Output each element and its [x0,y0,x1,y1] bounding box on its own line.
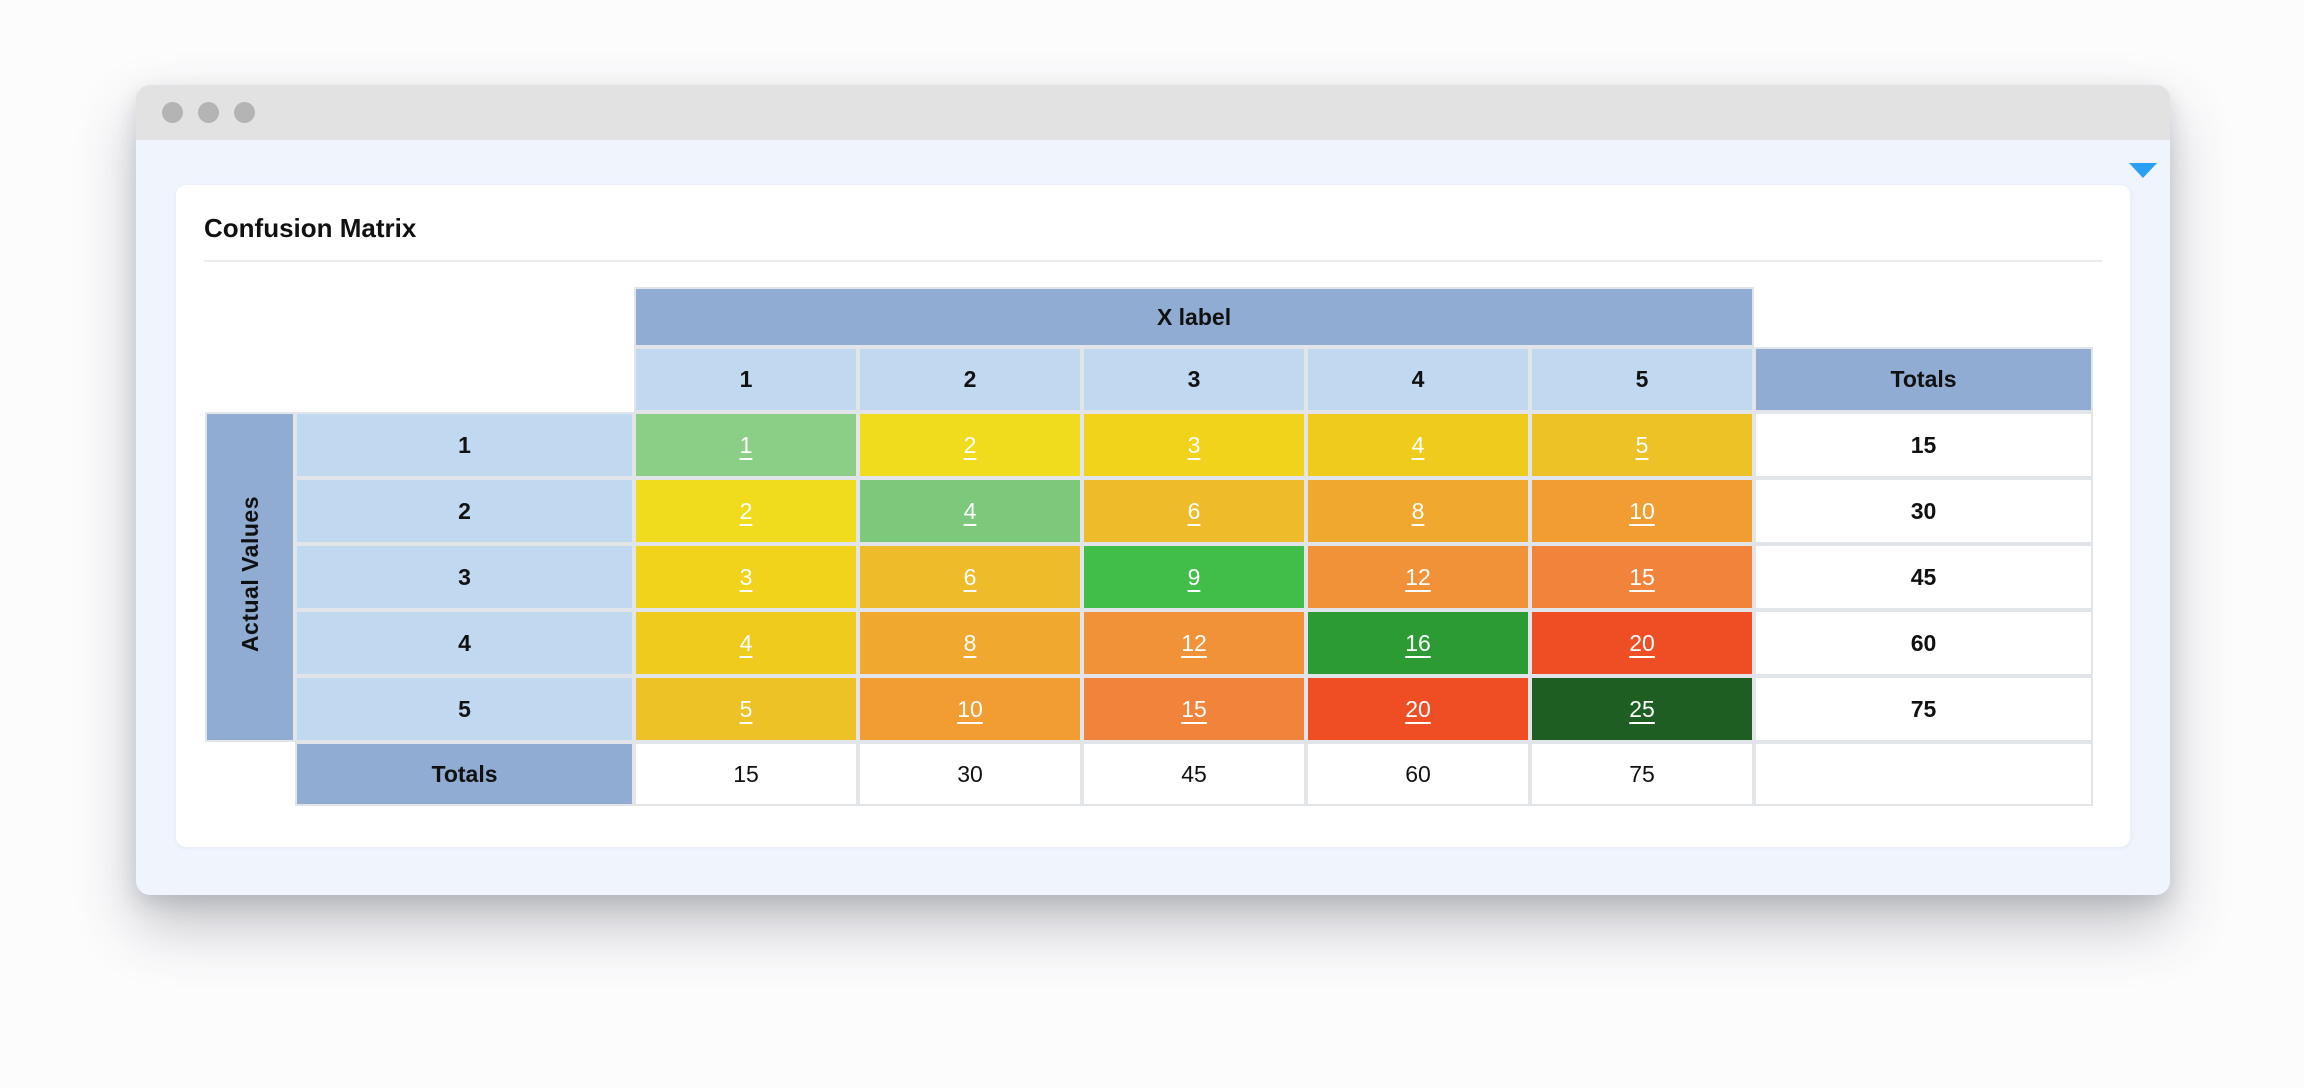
matrix-cell[interactable]: 6 [1082,478,1306,544]
matrix-row: 5 5 10 15 20 25 75 [205,676,2094,742]
row-total: 15 [1754,412,2094,478]
matrix-cell-link[interactable]: 8 [963,629,977,656]
col-header-2: 2 [858,347,1082,412]
matrix-cell[interactable]: 10 [858,676,1082,742]
grand-total-cell [1754,742,2094,806]
corner-blank [205,742,295,806]
corner-blank [205,347,634,412]
col-total: 75 [1530,742,1755,806]
collapse-caret-icon[interactable] [2129,163,2157,178]
matrix-cell-link[interactable]: 12 [1181,629,1207,656]
matrix-cell-link[interactable]: 4 [1411,431,1425,458]
matrix-cell-link[interactable]: 6 [963,563,977,590]
row-total: 30 [1754,478,2094,544]
matrix-cell-link[interactable]: 3 [1187,431,1201,458]
matrix-cell[interactable]: 8 [1306,478,1530,544]
matrix-cell[interactable]: 5 [1530,412,1755,478]
col-total: 15 [634,742,858,806]
matrix-cell-link[interactable]: 2 [963,431,977,458]
matrix-cell-link[interactable]: 5 [1635,431,1649,458]
matrix-cell[interactable]: 2 [634,478,858,544]
y-axis-label-text: Actual Values [236,495,263,653]
matrix-cell[interactable]: 12 [1082,610,1306,676]
matrix-cell[interactable]: 20 [1530,610,1755,676]
matrix-cell[interactable]: 16 [1306,610,1530,676]
window-control-dot [162,102,183,123]
matrix-cell-link[interactable]: 3 [739,563,753,590]
matrix-cell-link[interactable]: 4 [963,497,977,524]
matrix-cell-link[interactable]: 10 [1629,497,1655,524]
matrix-row: 4 4 8 12 16 20 60 [205,610,2094,676]
matrix-cell[interactable]: 4 [634,610,858,676]
matrix-cell-link[interactable]: 4 [739,629,753,656]
matrix-cell-link[interactable]: 20 [1629,629,1655,656]
matrix-cell-link[interactable]: 6 [1187,497,1201,524]
col-header-5: 5 [1530,347,1755,412]
x-label-row: X label [205,287,2093,347]
matrix-cell[interactable]: 6 [858,544,1082,610]
matrix-cell[interactable]: 3 [634,544,858,610]
matrix-card: Confusion Matrix X label 1 2 3 4 5 Totals Act… [176,185,2130,847]
row-header-2: 2 [295,478,634,544]
y-axis-label: Actual Values [205,412,295,742]
matrix-cell-link[interactable]: 2 [739,497,753,524]
col-total: 45 [1082,742,1306,806]
matrix-cell[interactable]: 4 [858,478,1082,544]
window-control-dot [198,102,219,123]
row-total: 45 [1754,544,2094,610]
matrix-cell[interactable]: 1 [634,412,858,478]
x-axis-label: X label [634,287,1755,347]
matrix-row: 3 3 6 9 12 15 45 [205,544,2094,610]
browser-window: Confusion Matrix X label 1 2 3 4 5 Totals Act… [136,85,2170,895]
matrix-cell-link[interactable]: 10 [957,695,983,722]
matrix-row: 2 2 4 6 8 10 30 [205,478,2094,544]
column-header-row: 1 2 3 4 5 Totals [205,347,2094,412]
confusion-matrix-table: X label 1 2 3 4 5 Totals Actual Values 1 1 2 3 4 5 1… [205,287,2094,806]
matrix-row: Actual Values 1 1 2 3 4 5 15 [205,412,2094,742]
matrix-cell[interactable]: 9 [1082,544,1306,610]
matrix-cell-link[interactable]: 9 [1187,563,1201,590]
matrix-cell[interactable]: 15 [1530,544,1755,610]
row-header-5: 5 [295,676,634,742]
window-control-dot [234,102,255,123]
matrix-cell[interactable]: 10 [1530,478,1755,544]
col-header-1: 1 [634,347,858,412]
matrix-cell-link[interactable]: 15 [1181,695,1207,722]
matrix-cell[interactable]: 20 [1306,676,1530,742]
card-title: Confusion Matrix [204,213,417,243]
row-total: 75 [1754,676,2094,742]
matrix-cell[interactable]: 12 [1306,544,1530,610]
totals-row-header: Totals [295,742,634,806]
row-header-4: 4 [295,610,634,676]
matrix-cell-link[interactable]: 15 [1629,563,1655,590]
matrix-cell[interactable]: 25 [1530,676,1755,742]
totals-row: Totals 15 30 45 60 75 [205,742,2094,806]
col-header-4: 4 [1306,347,1530,412]
title-divider [204,260,2102,262]
matrix-cell[interactable]: 15 [1082,676,1306,742]
col-total: 60 [1306,742,1530,806]
matrix-cell-link[interactable]: 5 [739,695,753,722]
matrix-cell-link[interactable]: 1 [739,431,753,458]
col-header-3: 3 [1082,347,1306,412]
row-header-1: 1 [295,412,634,478]
matrix-cell-link[interactable]: 20 [1405,695,1431,722]
matrix-cell[interactable]: 5 [634,676,858,742]
matrix-cell[interactable]: 2 [858,412,1082,478]
row-total: 60 [1754,610,2094,676]
matrix-cell-link[interactable]: 12 [1405,563,1431,590]
matrix-cell-link[interactable]: 8 [1411,497,1425,524]
totals-column-header: Totals [1754,347,2094,412]
matrix-cell-link[interactable]: 16 [1405,629,1431,656]
window-titlebar [136,85,2170,140]
col-total: 30 [858,742,1082,806]
row-header-3: 3 [295,544,634,610]
corner-blank [205,287,634,347]
matrix-cell-link[interactable]: 25 [1629,695,1655,722]
corner-blank [1754,287,2093,347]
matrix-cell[interactable]: 8 [858,610,1082,676]
matrix-cell[interactable]: 4 [1306,412,1530,478]
matrix-cell[interactable]: 3 [1082,412,1306,478]
